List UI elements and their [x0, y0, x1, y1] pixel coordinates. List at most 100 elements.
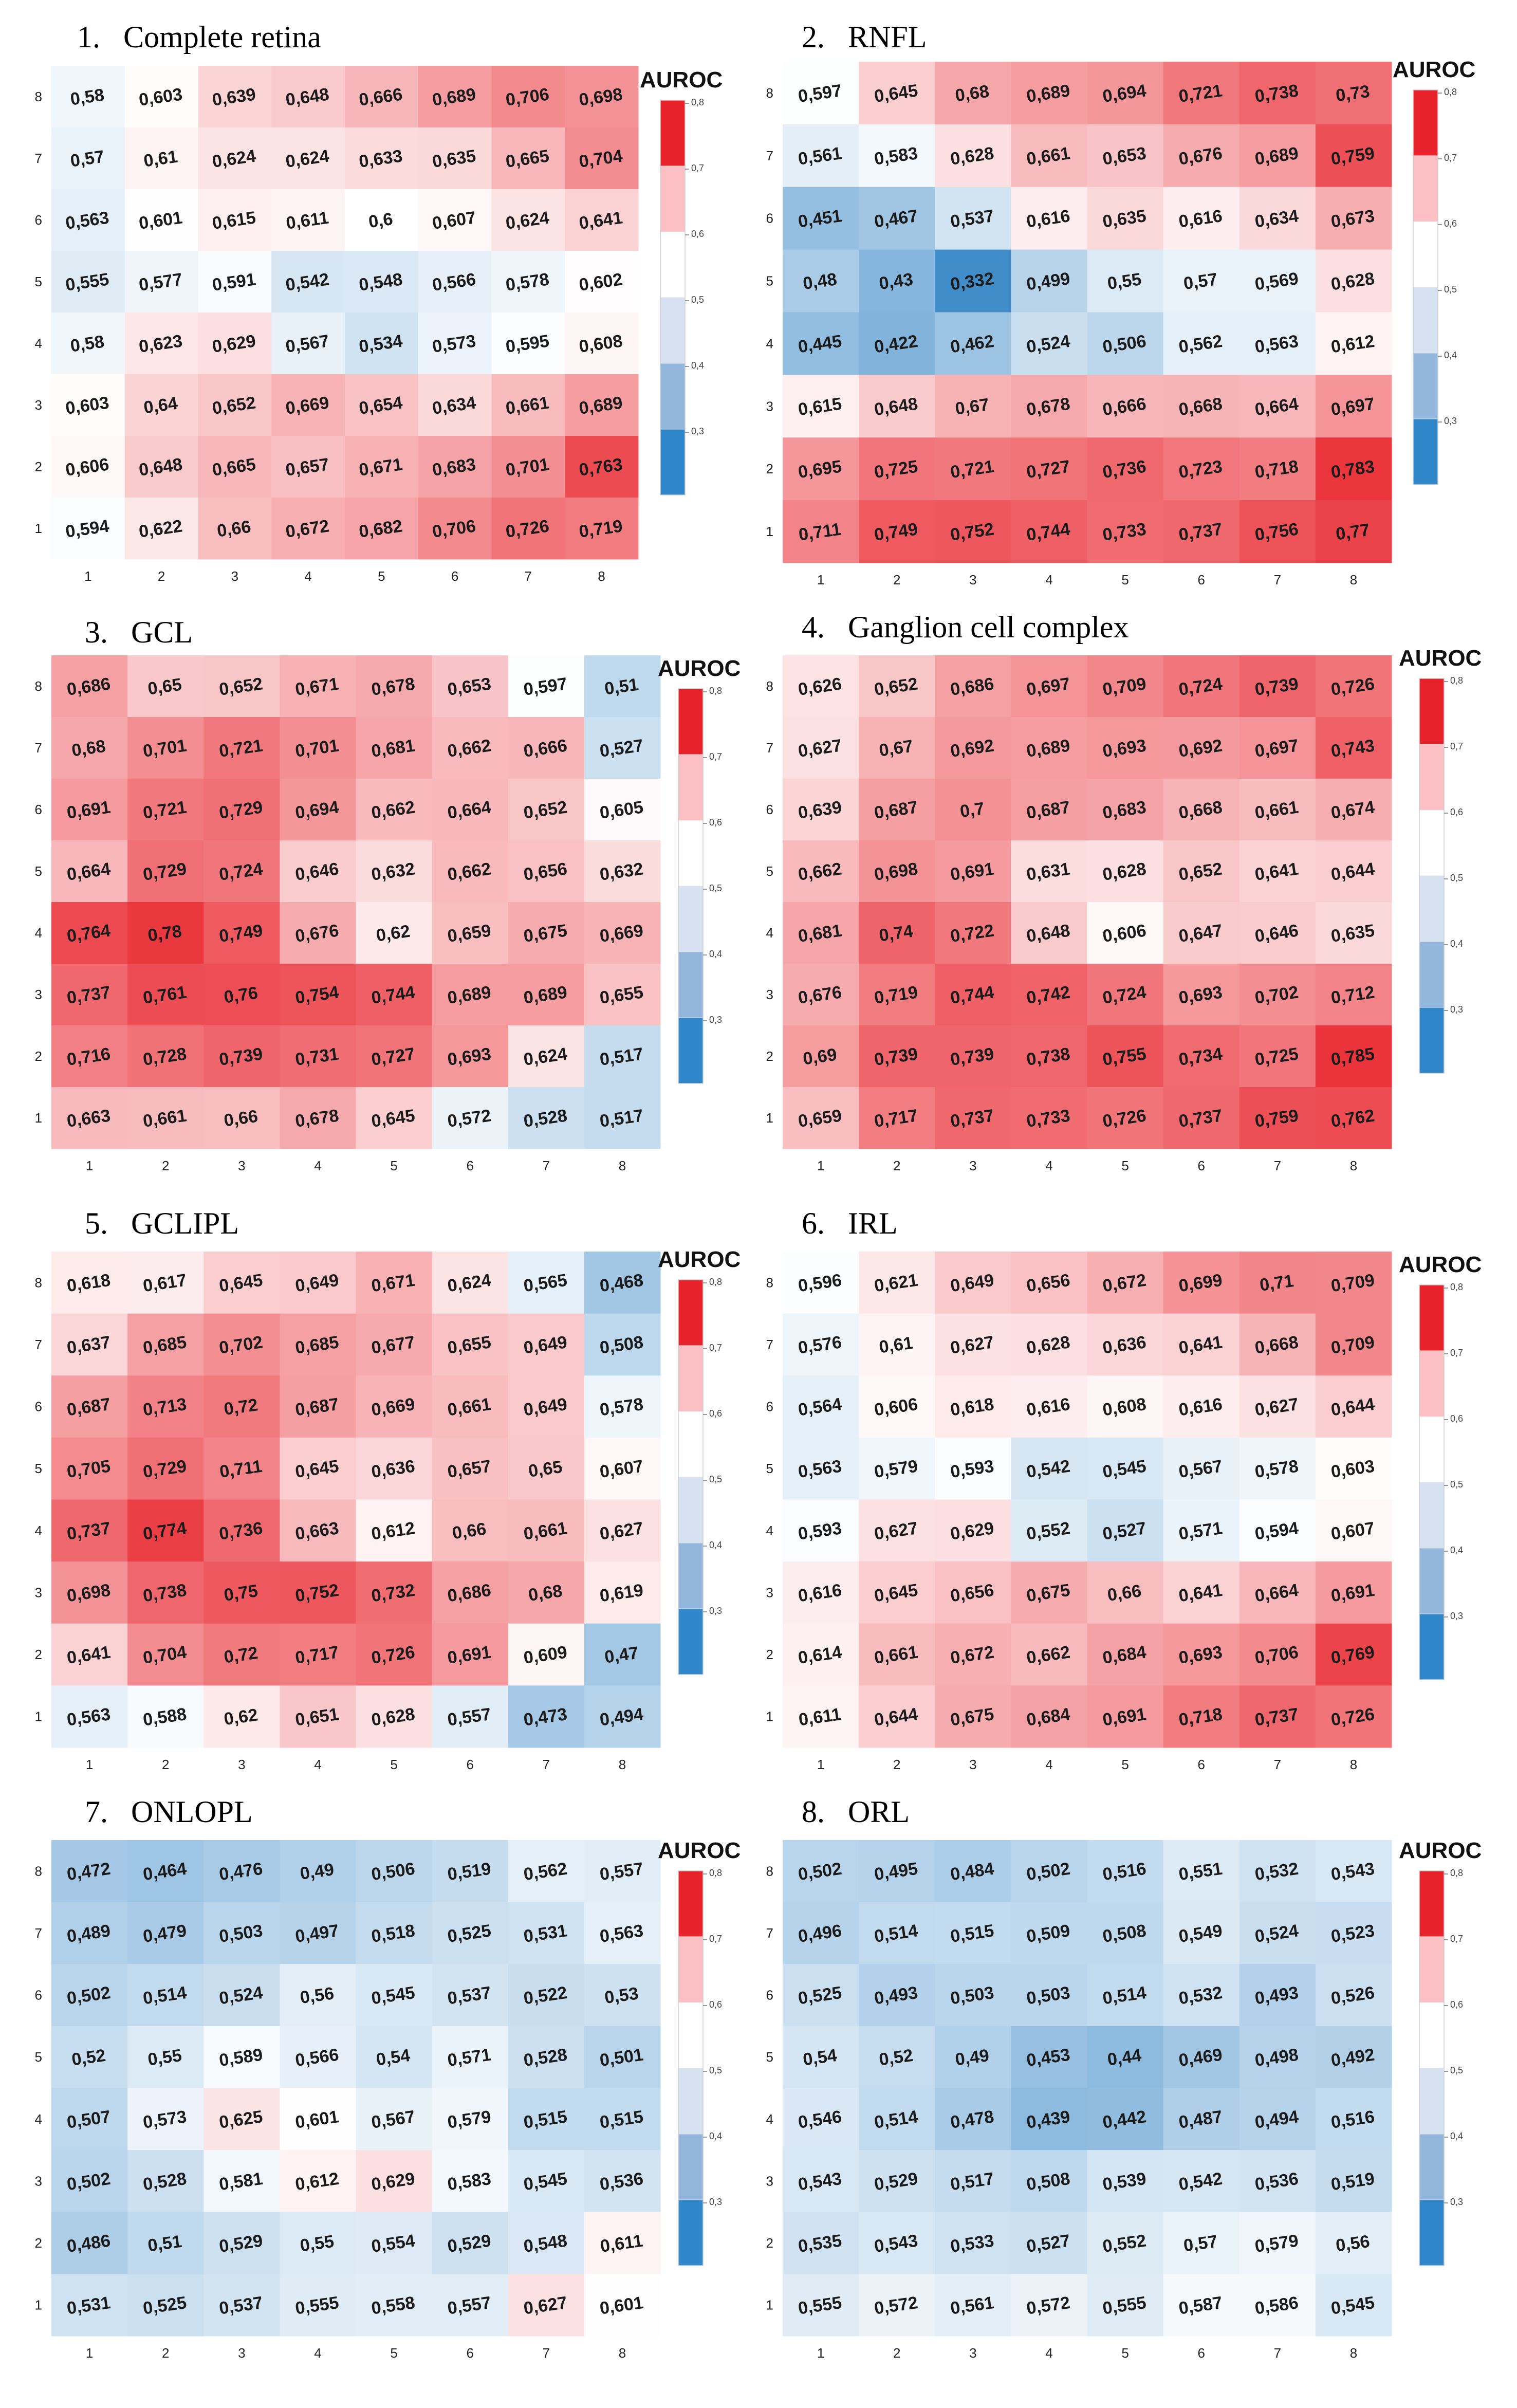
heatmap-cell — [51, 66, 125, 128]
heatmap-cell — [203, 1561, 280, 1624]
x-tick-label: 5 — [378, 568, 385, 584]
heatmap-cell — [859, 902, 935, 964]
heatmap-cell — [356, 964, 433, 1026]
colorbar-tick-label: 0,4 — [1450, 1545, 1463, 1555]
heatmap-cell — [280, 655, 356, 718]
heatmap-cell — [1239, 1375, 1316, 1438]
heatmap-cell — [1163, 187, 1240, 250]
heatmap-cell — [280, 1375, 356, 1438]
heatmap-cell — [127, 2026, 204, 2088]
heatmap-cell — [356, 655, 433, 718]
cell-value-label: 0,51 — [603, 675, 640, 699]
y-tick-label: 8 — [35, 1275, 42, 1290]
colorbar-tick-label: 0,7 — [709, 1934, 722, 1944]
heatmap-cell — [1163, 2088, 1240, 2150]
heatmap-cell — [1011, 375, 1087, 438]
heatmap-cell — [203, 1252, 280, 1314]
heatmap-cell — [783, 779, 859, 841]
colorbar-segment — [1419, 2002, 1445, 2069]
cell-value-label: 0,65 — [527, 1457, 564, 1481]
heatmap-cell — [1163, 840, 1240, 903]
heatmap-cell — [508, 902, 585, 964]
heatmap-cell — [1315, 902, 1392, 964]
heatmap-cell — [859, 655, 935, 718]
cell-value-label: 0,55 — [299, 2232, 335, 2256]
heatmap-cell — [491, 66, 565, 128]
heatmap-cell — [356, 840, 433, 903]
heatmap-cell — [51, 1561, 128, 1624]
heatmap-cell — [432, 1313, 509, 1376]
heatmap-cell — [1011, 1561, 1087, 1624]
heatmap-cell — [1163, 1375, 1240, 1438]
heatmap-cell — [508, 2026, 585, 2088]
x-tick-label: 2 — [893, 572, 900, 587]
y-tick-label: 6 — [35, 1988, 42, 2003]
x-tick-label: 5 — [1121, 1757, 1128, 1772]
y-tick-label: 2 — [766, 2235, 773, 2251]
heatmap-cell — [203, 2274, 280, 2337]
heatmap-cell — [203, 902, 280, 964]
heatmap-cell — [1011, 840, 1087, 903]
heatmap-cell — [280, 964, 356, 1026]
x-tick-label: 5 — [390, 1757, 397, 1772]
colorbar-tick-label: 0,7 — [1444, 153, 1457, 163]
cell-value-label: 0,58 — [69, 332, 105, 356]
heatmap-cell — [1087, 249, 1164, 313]
heatmap-cell — [859, 249, 935, 313]
y-tick-label: 1 — [35, 1709, 42, 1724]
cell-value-label: 0,73 — [1335, 82, 1371, 106]
heatmap-cell — [859, 187, 935, 250]
colorbar-frame — [678, 1870, 704, 2266]
heatmap-cell — [1239, 2274, 1316, 2337]
heatmap-cell — [51, 2274, 128, 2337]
y-tick-label: 8 — [766, 1275, 773, 1290]
heatmap-cell — [1315, 2150, 1392, 2213]
heatmap-cell — [859, 1623, 935, 1686]
cell-value-label: 0,57 — [69, 147, 105, 171]
x-tick-label: 8 — [1350, 572, 1357, 587]
heatmap-cell — [127, 1087, 204, 1149]
heatmap-cell — [1011, 249, 1087, 313]
heatmap-cell — [1239, 124, 1316, 188]
colorbar-segment — [660, 429, 686, 495]
heatmap-cell — [783, 1840, 859, 1903]
heatmap-cell — [1087, 1252, 1164, 1314]
heatmap-cell — [418, 127, 492, 190]
colorbar-segment — [1413, 89, 1438, 156]
heatmap-cell — [1163, 655, 1240, 718]
y-tick-label: 8 — [766, 1863, 773, 1879]
y-tick-label: 8 — [766, 85, 773, 101]
heatmap-cell — [935, 187, 1011, 250]
heatmap-cell — [584, 1840, 661, 1903]
colorbar-segment — [678, 1608, 704, 1675]
y-tick-label: 3 — [766, 398, 773, 414]
heatmap-cell — [1087, 1685, 1164, 1748]
heatmap-cell — [356, 1902, 433, 1964]
heatmap-cell — [935, 779, 1011, 841]
colorbar-tick-label: 0,4 — [709, 949, 722, 959]
heatmap-cell — [432, 1087, 509, 1149]
y-tick-label: 2 — [35, 1049, 42, 1064]
heatmap-cell — [418, 66, 492, 128]
heatmap-cell — [432, 2274, 509, 2337]
heatmap-cell — [356, 1499, 433, 1562]
heatmap-cell — [1315, 249, 1392, 313]
y-tick-label: 2 — [766, 461, 773, 476]
heatmap-cell — [271, 436, 345, 498]
heatmap-cell — [935, 437, 1011, 501]
colorbar-tick-label: 0,5 — [709, 883, 722, 893]
heatmap-cell — [584, 902, 661, 964]
colorbar-segment — [678, 886, 704, 952]
heatmap-cell — [203, 1025, 280, 1088]
heatmap-cell — [1087, 655, 1164, 718]
heatmap-cell — [1315, 1087, 1392, 1149]
heatmap-cell — [783, 1964, 859, 2027]
heatmap-cell — [783, 500, 859, 563]
heatmap-cell — [1239, 964, 1316, 1026]
colorbar-tick-label: 0,5 — [709, 1474, 722, 1484]
heatmap-cell — [1087, 124, 1164, 188]
heatmap-cell — [1087, 1840, 1164, 1903]
heatmap-cell — [280, 717, 356, 779]
